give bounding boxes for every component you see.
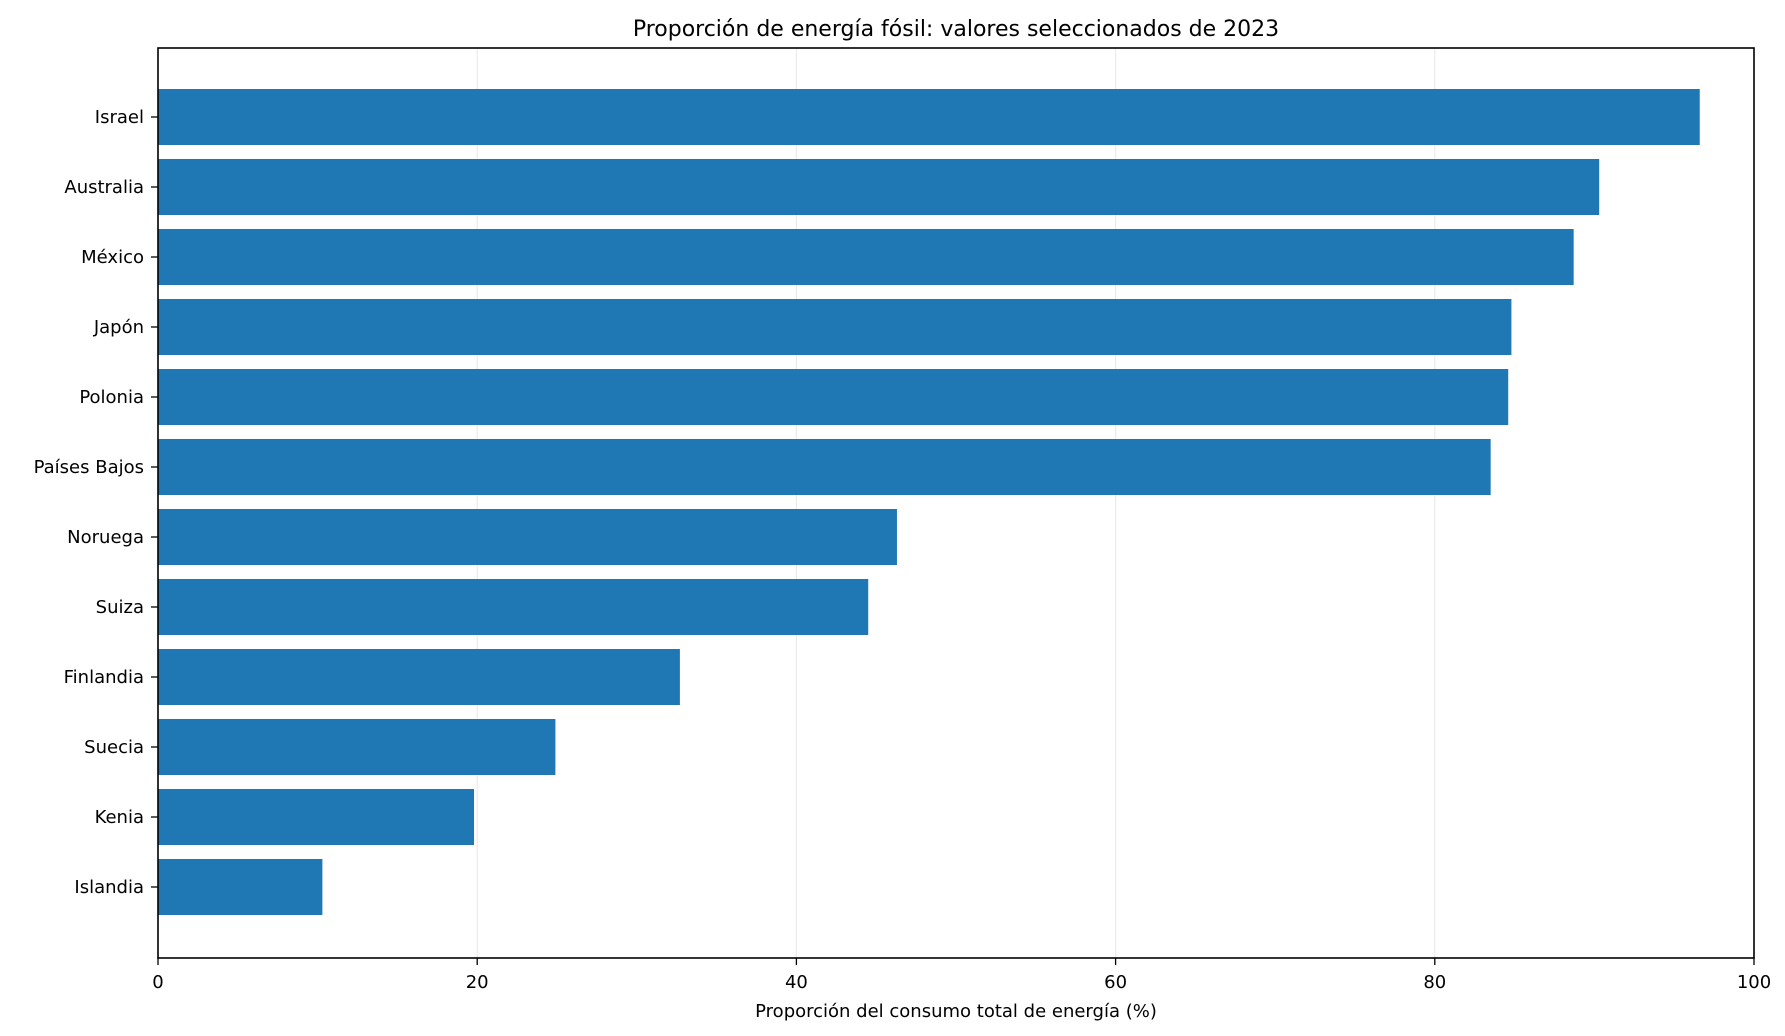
y-tick-label: Polonia [79, 387, 144, 408]
bar-2 [158, 229, 1574, 285]
bar-9 [158, 719, 556, 775]
y-axis-ticks: Israel Australia México Japón Polonia Países … [34, 107, 158, 898]
y-tick-label: Suiza [96, 597, 144, 618]
x-tick-label: 40 [785, 972, 808, 993]
x-tick-label: 80 [1423, 972, 1446, 993]
x-tick-label: 60 [1104, 972, 1127, 993]
bar-6 [158, 509, 897, 565]
bar-11 [158, 859, 323, 915]
y-tick-label: Japón [93, 317, 144, 338]
y-tick-label: Noruega [67, 527, 144, 548]
bar-0 [158, 89, 1700, 145]
x-tick-label: 100 [1737, 972, 1771, 993]
y-tick-label: Israel [95, 107, 144, 128]
x-tick-label: 0 [152, 972, 163, 993]
y-tick-label: Islandia [74, 877, 144, 898]
y-tick-label: Suecia [84, 737, 144, 758]
y-tick-label: Australia [64, 177, 144, 198]
bar-10 [158, 789, 475, 845]
y-tick-label: México [81, 247, 144, 268]
bar-7 [158, 579, 869, 635]
y-tick-label: Kenia [95, 807, 144, 828]
bar-1 [158, 159, 1600, 215]
x-axis-label: Proporción del consumo total de energía … [755, 1001, 1157, 1022]
x-axis-ticks: 0 20 40 60 80 100 [152, 958, 1771, 993]
x-tick-label: 20 [466, 972, 489, 993]
y-tick-label: Finlandia [64, 667, 144, 688]
bar-3 [158, 299, 1512, 355]
bar-5 [158, 439, 1491, 495]
plot-frame [157, 47, 1755, 959]
bar-8 [158, 649, 680, 705]
y-tick-label: Países Bajos [34, 457, 144, 478]
bars [158, 89, 1700, 915]
bar-4 [158, 369, 1509, 425]
chart-title: Proporción de energía fósil: valores sel… [633, 17, 1279, 42]
